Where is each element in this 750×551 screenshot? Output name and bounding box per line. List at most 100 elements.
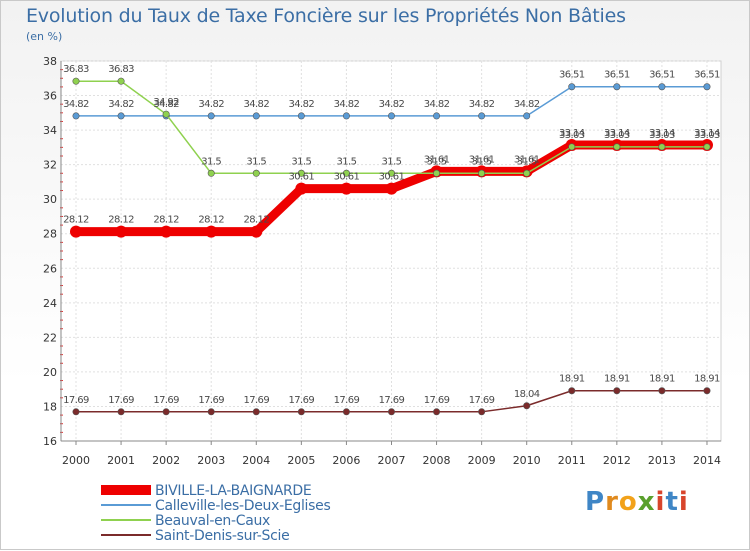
x-tick-label: 2002 xyxy=(152,454,180,467)
data-point xyxy=(433,408,441,416)
data-point xyxy=(207,408,215,416)
data-point xyxy=(117,408,125,416)
x-tick-label: 2010 xyxy=(513,454,541,467)
data-label: 31.5 xyxy=(517,156,537,167)
y-tick-label: 18 xyxy=(43,400,57,413)
data-point xyxy=(658,387,666,395)
data-point xyxy=(72,77,80,85)
data-label: 18.91 xyxy=(559,374,585,385)
data-label: 17.69 xyxy=(334,395,360,406)
series-group xyxy=(70,77,713,416)
data-label: 17.69 xyxy=(153,395,179,406)
data-label: 34.82 xyxy=(469,99,495,110)
data-label: 34.82 xyxy=(424,99,450,110)
data-label: 34.82 xyxy=(514,99,540,110)
data-point xyxy=(72,408,80,416)
data-label: 17.69 xyxy=(469,395,495,406)
data-label: 31.5 xyxy=(246,156,266,167)
data-label: 33.03 xyxy=(604,130,630,141)
y-tick-label: 20 xyxy=(43,366,57,379)
data-label: 31.5 xyxy=(291,156,311,167)
data-point xyxy=(523,112,531,120)
data-label: 31.61 xyxy=(424,154,450,165)
y-tick-label: 38 xyxy=(43,55,57,68)
data-label: 36.51 xyxy=(694,70,720,81)
data-labels: 28.12 28.12 28.12 28.12 28.12 30.61 30.61 30.61… xyxy=(63,64,720,406)
chart-title: Evolution du Taux de Taxe Foncière sur l… xyxy=(26,5,626,27)
x-tick-label: 2006 xyxy=(332,454,360,467)
data-label: 33.03 xyxy=(559,130,585,141)
data-label: 17.69 xyxy=(108,395,134,406)
data-point xyxy=(207,169,215,177)
data-label: 18.91 xyxy=(694,374,720,385)
data-label: 33.14 xyxy=(559,128,585,139)
y-tick-label: 16 xyxy=(43,435,57,448)
data-label: 34.82 xyxy=(289,99,315,110)
x-tick-label: 2005 xyxy=(287,454,315,467)
data-label: 17.69 xyxy=(379,395,405,406)
data-point xyxy=(252,112,260,120)
x-tick-label: 2007 xyxy=(377,454,405,467)
data-point xyxy=(252,408,260,416)
data-label: 36.51 xyxy=(604,70,630,81)
data-point xyxy=(207,112,215,120)
y-tick-label: 24 xyxy=(43,297,57,310)
data-label: 18.91 xyxy=(604,374,630,385)
x-tick-label: 2001 xyxy=(107,454,135,467)
data-point xyxy=(297,408,305,416)
data-label: 36.51 xyxy=(649,70,675,81)
data-label: 17.69 xyxy=(289,395,315,406)
data-point xyxy=(433,112,441,120)
data-label: 34.82 xyxy=(108,99,134,110)
data-label: 31.5 xyxy=(382,156,402,167)
data-point xyxy=(703,83,711,91)
y-tick-label: 30 xyxy=(43,193,57,206)
data-point xyxy=(523,169,531,177)
data-point xyxy=(297,112,305,120)
y-tick-label: 22 xyxy=(43,331,57,344)
x-tick-label: 2012 xyxy=(603,454,631,467)
data-point xyxy=(72,112,80,120)
data-label: 30.61 xyxy=(289,172,315,183)
data-label: 17.69 xyxy=(243,395,269,406)
x-tick-label: 2004 xyxy=(242,454,270,467)
legend-label: Beauval-en-Caux xyxy=(155,513,270,529)
data-label: 34.82 xyxy=(334,99,360,110)
data-label: 33.14 xyxy=(649,128,675,139)
data-label: 33.14 xyxy=(604,128,630,139)
data-point xyxy=(340,182,353,195)
data-point xyxy=(162,408,170,416)
data-label: 34.82 xyxy=(379,99,405,110)
data-point xyxy=(385,182,398,195)
data-label: 17.69 xyxy=(198,395,224,406)
data-point xyxy=(70,225,82,238)
legend-label: BIVILLE-LA-BAIGNARDE xyxy=(155,483,311,499)
axes: 16 18 20 22 24 26 28 30 32 34 36 38 2000 2001 2002 2003… xyxy=(43,55,721,467)
data-point xyxy=(205,225,218,238)
y-tick-label: 28 xyxy=(43,228,57,241)
legend-label: Saint-Denis-sur-Scie xyxy=(155,528,289,544)
y-tick-label: 26 xyxy=(43,262,57,275)
y-tick-label: 32 xyxy=(43,159,57,172)
x-tick-label: 2000 xyxy=(62,454,90,467)
data-label: 36.51 xyxy=(559,70,585,81)
data-point xyxy=(613,83,621,91)
x-tick-label: 2008 xyxy=(423,454,451,467)
data-label: 31.5 xyxy=(472,156,492,167)
data-label: 30.61 xyxy=(379,172,405,183)
data-label: 34.92 xyxy=(153,97,179,108)
data-label: 28.12 xyxy=(63,215,89,226)
data-label: 28.12 xyxy=(198,215,224,226)
data-label: 34.82 xyxy=(153,99,179,110)
data-point xyxy=(703,143,711,151)
x-tick-label: 2011 xyxy=(558,454,586,467)
y-axis-unit: (en %) xyxy=(26,30,63,43)
data-label: 33.03 xyxy=(694,130,720,141)
data-point xyxy=(117,77,125,85)
data-point xyxy=(658,143,666,151)
data-point xyxy=(342,112,350,120)
data-point xyxy=(115,225,128,238)
data-point xyxy=(568,143,576,151)
data-label: 17.69 xyxy=(63,395,89,406)
data-point xyxy=(342,169,350,177)
